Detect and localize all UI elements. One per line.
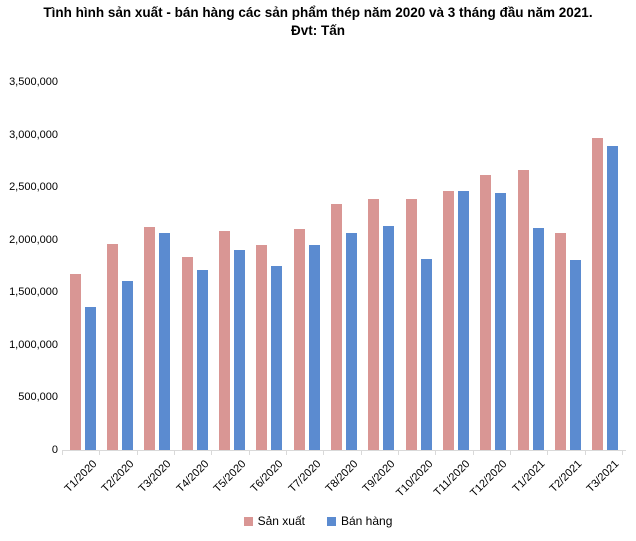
x-axis-tick (472, 451, 474, 455)
legend-label-ban-hang: Bán hàng (340, 514, 393, 528)
bar-san-xuat-T5-2020 (218, 231, 230, 450)
bar-group-T3-2020 (139, 82, 176, 450)
legend-item-ban-hang: Bán hàng (326, 514, 393, 528)
y-axis-label: 3,500,000 (9, 76, 58, 88)
x-axis-tick (136, 451, 138, 455)
y-axis-label: 2,500,000 (9, 181, 58, 194)
y-axis-label: 3,000,000 (9, 128, 58, 141)
bar-ban-hang-T6-2020 (271, 266, 283, 450)
legend-swatch-san-xuat (243, 516, 253, 526)
bar-ban-hang-T8-2020 (345, 233, 357, 450)
bar-san-xuat-T2-2020 (106, 243, 118, 450)
bar-group-T11-2020 (437, 82, 474, 450)
bar-san-xuat-T3-2021 (592, 137, 604, 450)
bar-san-xuat-T1-2021 (517, 170, 529, 450)
bar-ban-hang-T9-2020 (383, 226, 395, 450)
legend: Sản xuất Bán hàng (0, 514, 636, 528)
y-axis-label: 1,000,000 (9, 338, 58, 351)
y-axis: 0 500,000 1,000,000 1,500,000 2,000,000 2,500… (0, 0, 58, 460)
bar-san-xuat-T11-2020 (442, 191, 454, 450)
x-axis-tick (174, 451, 175, 455)
x-axis-tick (360, 451, 362, 455)
legend-item-san-xuat: Sản xuất (243, 514, 305, 528)
bar-group-T10-2020 (400, 82, 437, 450)
bar-san-xuat-T10-2020 (405, 198, 417, 450)
plot-area (64, 82, 624, 450)
bar-ban-hang-T2-2020 (121, 280, 133, 450)
x-axis-tick (398, 451, 399, 455)
bar-group-T4-2020 (176, 82, 213, 450)
y-axis-label: 2,000,000 (9, 233, 58, 246)
bar-ban-hang-T5-2020 (233, 250, 245, 450)
bar-ban-hang-T1-2021 (532, 228, 544, 450)
bar-ban-hang-T10-2020 (420, 258, 432, 450)
y-axis-label: 1,500,000 (9, 286, 58, 299)
x-axis-tick (211, 451, 213, 455)
bar-ban-hang-T3-2020 (159, 233, 171, 450)
legend-swatch-ban-hang (326, 516, 336, 526)
bar-group-T9-2020 (363, 82, 400, 450)
bar-group-T3-2021 (587, 82, 624, 450)
legend-label-san-xuat: Sản xuất (257, 514, 305, 528)
bar-san-xuat-T7-2020 (293, 229, 305, 450)
x-axis-tick (510, 451, 511, 455)
bar-group-T1-2021 (512, 82, 549, 450)
bar-ban-hang-T4-2020 (196, 270, 208, 450)
bar-group-T2-2020 (101, 82, 138, 450)
x-axis-tick (435, 451, 437, 455)
x-axis-tick (547, 451, 549, 455)
chart-subtitle: Đvt: Tấn (291, 23, 345, 38)
bar-san-xuat-T9-2020 (368, 198, 380, 450)
bar-san-xuat-T4-2020 (181, 256, 193, 450)
chart-title: Tình hình sản xuất - bán hàng các sản ph… (43, 5, 593, 20)
bar-san-xuat-T3-2020 (144, 227, 156, 450)
bar-san-xuat-T8-2020 (330, 203, 342, 450)
x-axis-tick (62, 451, 63, 455)
bar-group-T7-2020 (288, 82, 325, 450)
bar-ban-hang-T2-2021 (569, 259, 581, 450)
y-axis-label: 0 (51, 444, 58, 456)
bar-group-T8-2020 (325, 82, 362, 450)
bar-ban-hang-T11-2020 (457, 191, 469, 450)
bar-ban-hang-T3-2021 (607, 146, 619, 450)
bar-ban-hang-T1-2020 (84, 307, 96, 450)
bar-group-T6-2020 (251, 82, 288, 450)
y-axis-label: 500,000 (18, 391, 58, 404)
bar-group-T2-2021 (549, 82, 586, 450)
bar-san-xuat-T6-2020 (256, 244, 268, 450)
bar-san-xuat-T12-2020 (480, 174, 492, 450)
x-axis-tick (323, 451, 325, 455)
x-axis-tick (248, 451, 250, 455)
x-axis-tick (584, 451, 586, 455)
bar-san-xuat-T1-2020 (69, 274, 81, 450)
bar-group-T1-2020 (64, 82, 101, 450)
x-axis-line (62, 450, 626, 451)
x-axis-tick (99, 451, 101, 455)
x-axis-tick (622, 451, 623, 455)
bar-group-T12-2020 (475, 82, 512, 450)
x-axis-tick (286, 451, 287, 455)
bar-group-T5-2020 (213, 82, 250, 450)
bar-ban-hang-T7-2020 (308, 244, 320, 450)
bar-san-xuat-T2-2021 (554, 233, 566, 450)
bar-ban-hang-T12-2020 (495, 193, 507, 450)
